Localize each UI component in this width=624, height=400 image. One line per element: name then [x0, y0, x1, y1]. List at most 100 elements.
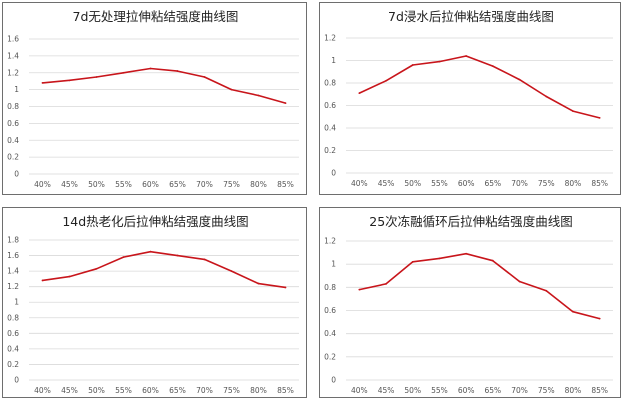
- chart-panel-7d-untreated: 7d无处理拉伸粘结强度曲线图 0 0.2 0.4 0.6 0.8 1 1.2 1.4 1.6 40%…: [2, 2, 307, 195]
- y-tick-label: 1.4: [7, 51, 19, 60]
- x-tick-label: 45%: [378, 386, 395, 395]
- data-point: [230, 88, 233, 91]
- series-line: [42, 67, 286, 104]
- chart-title: 7d无处理拉伸粘结强度曲线图: [73, 9, 239, 24]
- data-point: [385, 282, 387, 285]
- y-tick-label: 0.2: [324, 146, 336, 155]
- data-point: [257, 282, 260, 285]
- data-point: [176, 254, 179, 257]
- data-point: [385, 79, 387, 82]
- y-tick-label: 1.8: [7, 236, 19, 245]
- x-tick-label: 45%: [61, 386, 78, 395]
- data-point: [572, 310, 574, 313]
- y-tick-label: 1: [14, 298, 19, 307]
- data-point: [41, 81, 44, 84]
- y-tick-label: 0.6: [7, 119, 19, 128]
- x-tick-label: 70%: [511, 179, 528, 188]
- data-point: [68, 79, 71, 82]
- x-tick-label: 40%: [351, 179, 368, 188]
- y-tick-label: 0.8: [324, 79, 336, 88]
- y-tick-label: 0: [14, 376, 19, 385]
- data-point: [176, 70, 179, 72]
- data-point: [284, 102, 287, 105]
- data-point: [572, 110, 574, 113]
- x-tick-label: 45%: [378, 179, 395, 188]
- y-tick-label: 0.2: [7, 153, 19, 162]
- x-tick-label: 55%: [115, 180, 132, 189]
- data-point: [545, 95, 548, 98]
- data-point: [518, 78, 521, 81]
- chart-svg: 7d无处理拉伸粘结强度曲线图 0 0.2 0.4 0.6 0.8 1 1.2 1.4 1.6 40%…: [7, 9, 299, 189]
- x-tick-label: 50%: [88, 180, 105, 189]
- data-point: [545, 289, 548, 292]
- data-point: [491, 259, 494, 262]
- data-point: [41, 279, 44, 282]
- data-point: [203, 258, 206, 261]
- y-tick-label: 0.8: [7, 313, 19, 322]
- data-point: [95, 267, 98, 270]
- y-tick-label: 1.2: [7, 68, 19, 77]
- x-tick-label: 70%: [511, 386, 528, 395]
- data-point: [411, 64, 414, 66]
- data-point: [598, 116, 601, 119]
- data-point: [358, 288, 361, 291]
- y-tick-label: 1: [331, 260, 336, 269]
- y-tick-label: 0: [331, 169, 336, 178]
- x-tick-label: 80%: [565, 179, 582, 188]
- x-tick-label: 55%: [115, 386, 132, 395]
- y-tick-label: 0.6: [324, 306, 336, 315]
- y-tick-label: 1: [331, 56, 336, 65]
- chart-svg: 14d热老化后拉伸粘结强度曲线图 0 0.2 0.4 0.6 0.8 1 1.2 1.4 1.6 1…: [7, 214, 299, 395]
- data-point: [491, 65, 494, 68]
- x-tick-label: 70%: [196, 180, 213, 189]
- y-tick-label: 0: [331, 376, 336, 385]
- x-tick-label: 85%: [277, 386, 294, 395]
- chart-panel-25-freeze-thaw: 25次冻融循环后拉伸粘结强度曲线图 0 0.2 0.4 0.6 0.8 1 1.2 40% 45%…: [319, 207, 621, 398]
- x-tick-label: 80%: [250, 386, 267, 395]
- x-tick-label: 65%: [485, 179, 502, 188]
- x-tick-label: 65%: [169, 386, 186, 395]
- x-tick-label: 60%: [142, 386, 159, 395]
- x-tick-label: 60%: [142, 180, 159, 189]
- x-tick-label: 75%: [538, 386, 555, 395]
- x-tick-label: 40%: [351, 386, 368, 395]
- data-point: [358, 92, 361, 95]
- data-point: [68, 275, 71, 278]
- data-point: [284, 286, 287, 289]
- x-tick-label: 40%: [34, 180, 51, 189]
- y-tick-label: 1: [14, 85, 19, 94]
- y-tick-label: 0.2: [7, 360, 19, 369]
- x-tick-label: 50%: [404, 179, 421, 188]
- chart-title: 25次冻融循环后拉伸粘结强度曲线图: [369, 214, 572, 229]
- x-tick-label: 75%: [538, 179, 555, 188]
- series-line: [359, 55, 600, 119]
- data-point: [122, 256, 125, 259]
- y-tick-label: 0.6: [7, 329, 19, 338]
- x-tick-label: 65%: [485, 386, 502, 395]
- x-tick-label: 80%: [250, 180, 267, 189]
- y-tick-label: 0.4: [324, 329, 336, 338]
- data-point: [518, 280, 521, 283]
- y-tick-label: 0.4: [324, 124, 336, 133]
- series-line: [42, 250, 286, 289]
- chart-svg: 25次冻融循环后拉伸粘结强度曲线图 0 0.2 0.4 0.6 0.8 1 1.2 40% 45%…: [324, 214, 613, 395]
- data-point: [465, 252, 468, 255]
- chart-svg: 7d浸水后拉伸粘结强度曲线图 0 0.2 0.4 0.6 0.8 1 1.2 40% 45% 50%…: [324, 9, 613, 188]
- data-point: [203, 76, 206, 78]
- data-point: [465, 55, 468, 57]
- series-line: [359, 252, 600, 320]
- chart-panel-14d-heat-aging: 14d热老化后拉伸粘结强度曲线图 0 0.2 0.4 0.6 0.8 1 1.2 1.4 1.6 1…: [2, 207, 307, 398]
- y-tick-label: 0: [14, 170, 19, 179]
- data-point: [438, 60, 441, 63]
- x-tick-label: 50%: [88, 386, 105, 395]
- data-point: [149, 67, 152, 70]
- x-tick-label: 80%: [565, 386, 582, 395]
- x-tick-label: 60%: [458, 179, 475, 188]
- y-tick-label: 1.2: [324, 34, 336, 43]
- x-tick-label: 45%: [61, 180, 78, 189]
- x-tick-label: 70%: [196, 386, 213, 395]
- data-point: [438, 257, 441, 260]
- x-tick-label: 55%: [431, 179, 448, 188]
- chart-title: 7d浸水后拉伸粘结强度曲线图: [388, 9, 554, 24]
- x-tick-label: 85%: [591, 386, 608, 395]
